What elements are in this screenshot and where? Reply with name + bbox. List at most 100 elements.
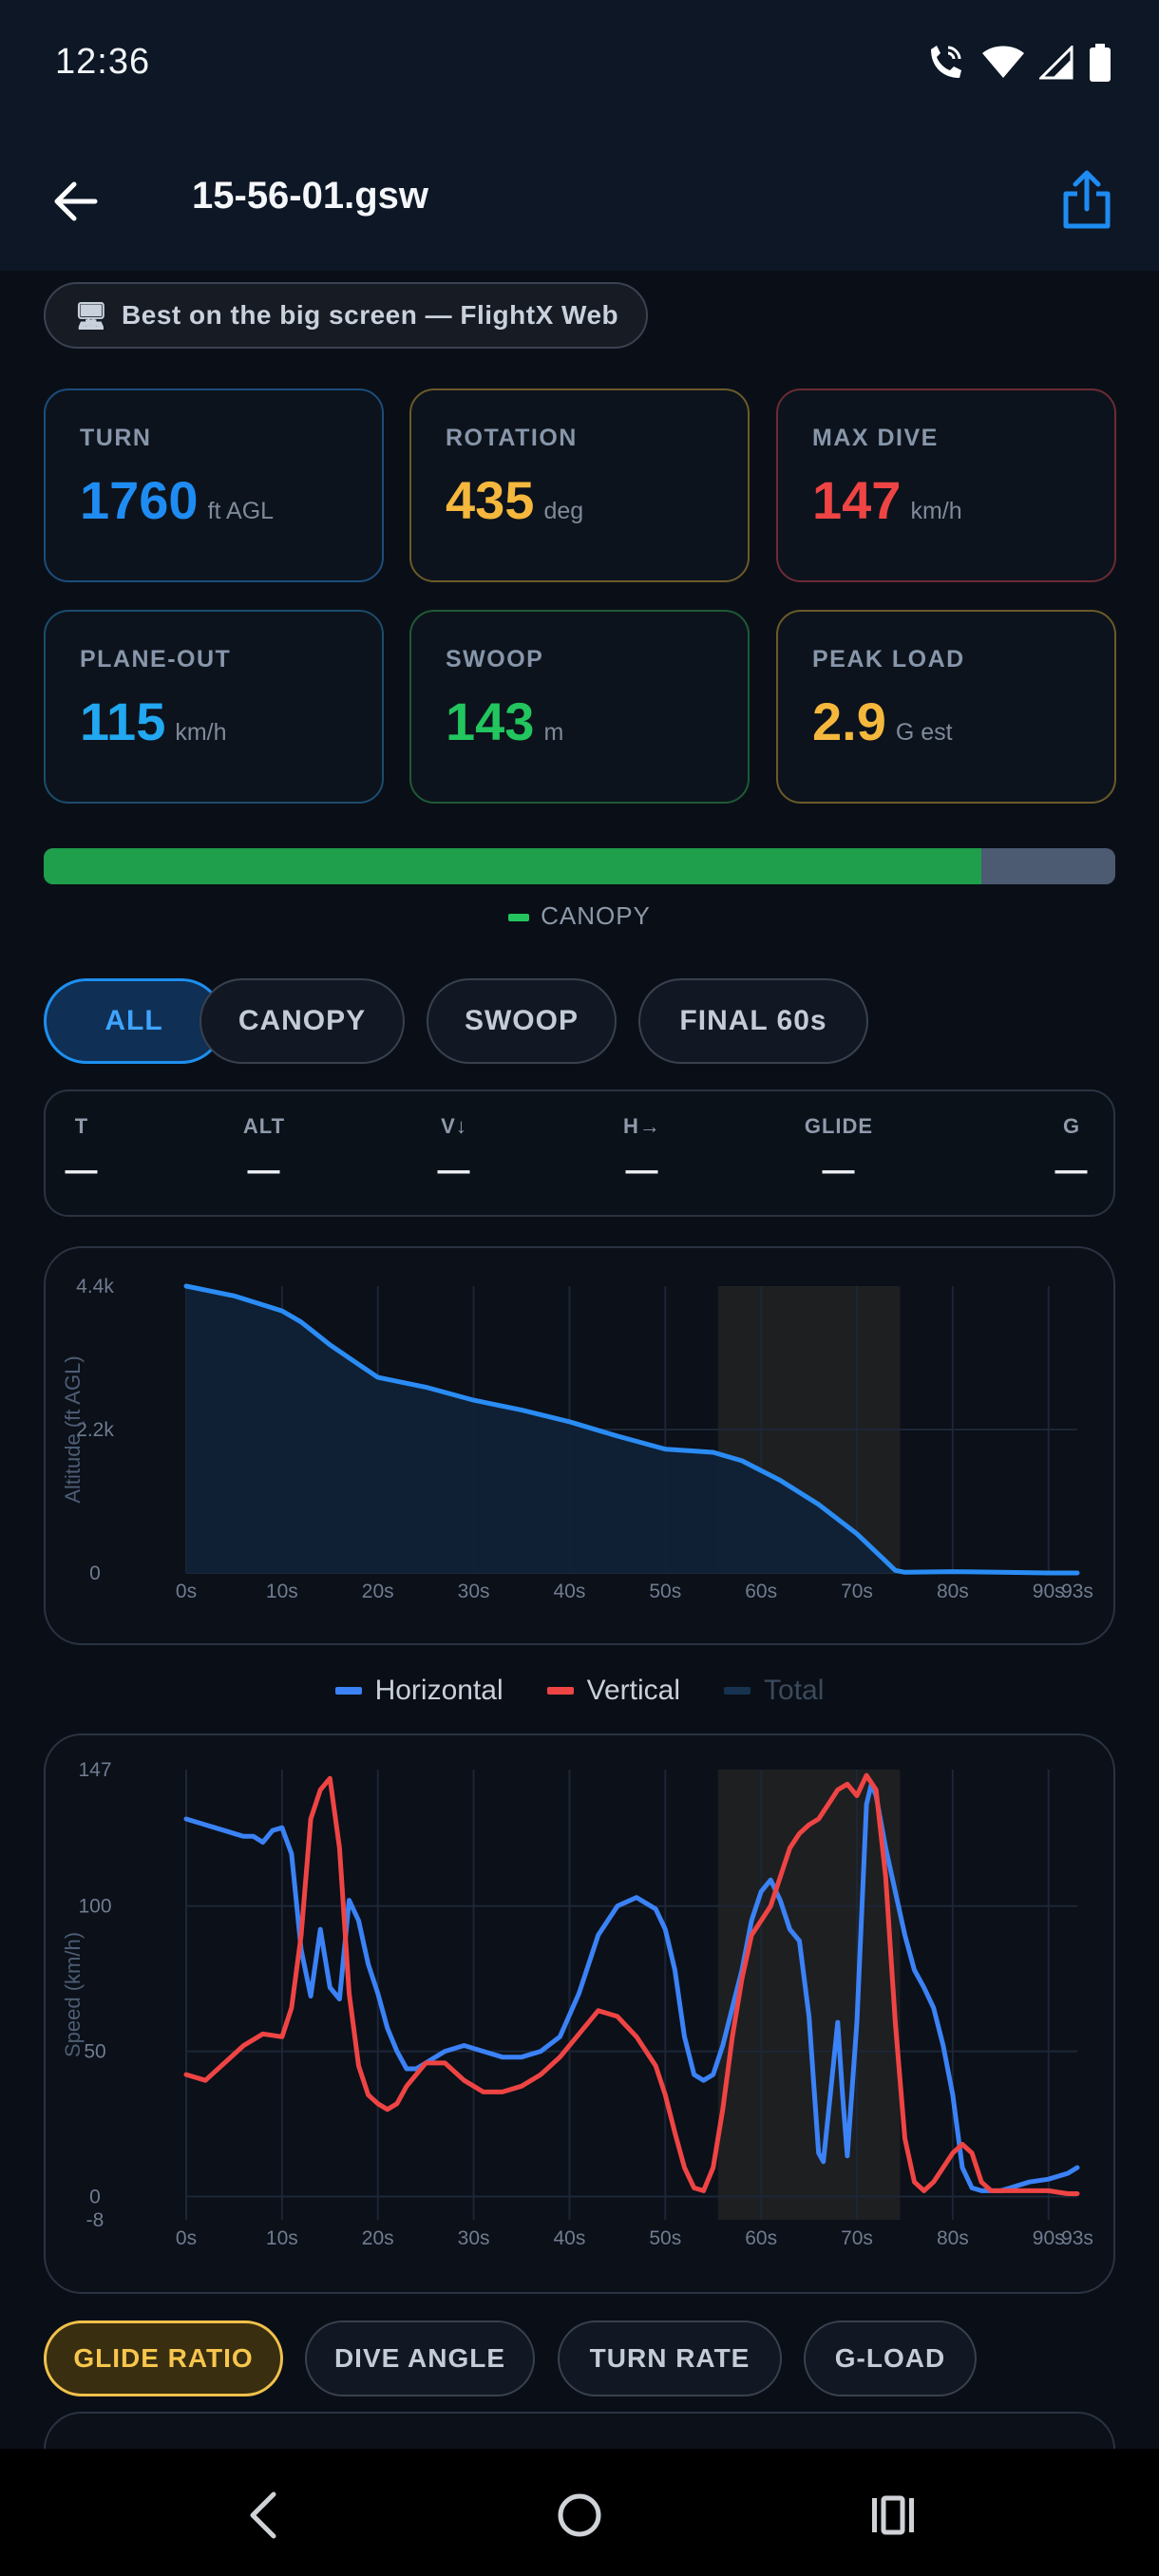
x-tick-label: 70s bbox=[841, 2227, 873, 2249]
y-axis-label: Altitude (ft AGL) bbox=[61, 1355, 85, 1503]
metric-chip-turn-rate[interactable]: TURN RATE bbox=[558, 2320, 782, 2396]
x-tick-label: 80s bbox=[937, 1581, 969, 1602]
stat-value: 143 bbox=[446, 691, 535, 751]
altitude-chart-panel: 0s 10s 20s 30s 40s 50s 60s 70s 80s 90s 93s 4.4k 2.2k… bbox=[44, 1246, 1115, 1645]
metric-chart-panel bbox=[44, 2412, 1115, 2449]
vertical-series-line bbox=[183, 1772, 1080, 2196]
phase-legend-label: CANOPY bbox=[541, 901, 651, 930]
wifi-calling-icon bbox=[931, 46, 961, 78]
y-tick-label: 0 bbox=[89, 2187, 101, 2208]
cursor-readout: T — ALT — V↓ — H→ — GLIDE — G — bbox=[44, 1089, 1115, 1217]
arrow-left-icon[interactable] bbox=[46, 171, 106, 232]
altitude-area bbox=[186, 1286, 1077, 1573]
metric-chip-dive-angle[interactable]: DIVE ANGLE bbox=[305, 2320, 535, 2396]
y-tick-label: 4.4k bbox=[76, 1276, 114, 1297]
x-tick-label: 0s bbox=[176, 2227, 197, 2249]
x-tick-label: 30s bbox=[458, 1581, 490, 1602]
vertical-swatch bbox=[546, 1687, 574, 1695]
stat-card-turn: TURN 1760 ft AGL bbox=[44, 388, 384, 582]
stat-label: ROTATION bbox=[446, 425, 578, 451]
stat-unit: m bbox=[543, 719, 564, 746]
x-tick-label: 10s bbox=[266, 2227, 298, 2249]
battery-icon bbox=[1090, 44, 1111, 82]
legend-total[interactable]: Total bbox=[724, 1675, 824, 1707]
stat-unit: deg bbox=[543, 498, 584, 524]
stat-value: 115 bbox=[80, 691, 166, 751]
metric-chip-g-load[interactable]: G-LOAD bbox=[804, 2320, 977, 2396]
status-time: 12:36 bbox=[55, 42, 151, 82]
legend-horizontal[interactable]: Horizontal bbox=[334, 1675, 504, 1707]
horizontal-swatch bbox=[334, 1687, 362, 1695]
stat-unit: ft AGL bbox=[207, 498, 275, 524]
stat-value: 435 bbox=[446, 470, 535, 530]
horizontal-series-line bbox=[183, 1781, 1080, 2193]
stat-label: PLANE-OUT bbox=[80, 646, 232, 672]
x-tick-label: 50s bbox=[649, 1581, 681, 1602]
stat-label: SWOOP bbox=[446, 646, 544, 672]
legend-vertical[interactable]: Vertical bbox=[546, 1675, 681, 1707]
filter-chip-final-60s[interactable]: FINAL 60s bbox=[638, 978, 868, 1064]
monitor-icon: 🖥 bbox=[74, 300, 109, 331]
y-tick-label: 100 bbox=[78, 1896, 111, 1918]
legend-horizontal-label: Horizontal bbox=[374, 1675, 504, 1706]
system-nav-bar bbox=[0, 2449, 1159, 2576]
speed-chart-panel: 0s 10s 20s 30s 40s 50s 60s 70s 80s 90s 93s 147 100 50… bbox=[44, 1733, 1115, 2294]
x-tick-label: 50s bbox=[649, 2227, 681, 2249]
x-tick-label: 93s bbox=[1061, 2227, 1093, 2249]
content: 🖥 Best on the big screen — FlightX Web T… bbox=[0, 271, 1159, 2449]
x-tick-label: 30s bbox=[458, 2227, 490, 2249]
stat-value: 2.9 bbox=[812, 691, 886, 751]
x-tick-label: 70s bbox=[841, 1581, 873, 1602]
stat-label: PEAK LOAD bbox=[812, 646, 965, 672]
x-tick-label: 93s bbox=[1061, 1581, 1093, 1602]
stat-unit: km/h bbox=[910, 498, 962, 524]
x-tick-label: 40s bbox=[554, 2227, 586, 2249]
stat-card-max-dive: MAX DIVE 147 km/h bbox=[776, 388, 1116, 582]
x-tick-label: 10s bbox=[266, 1581, 298, 1602]
readout-horizontal: H→ — bbox=[623, 1114, 661, 1188]
stat-value: 147 bbox=[812, 470, 902, 530]
y-tick-label: 50 bbox=[84, 2041, 105, 2063]
speed-legend: Horizontal Vertical Total bbox=[0, 1675, 1159, 1707]
x-tick-label: 60s bbox=[745, 1581, 777, 1602]
nav-back-icon[interactable] bbox=[226, 2477, 302, 2553]
phase-progress-bar bbox=[44, 848, 1115, 884]
x-tick-label: 90s bbox=[1033, 2227, 1065, 2249]
flightx-web-pill[interactable]: 🖥 Best on the big screen — FlightX Web bbox=[44, 282, 648, 349]
nav-home-icon[interactable] bbox=[542, 2477, 618, 2553]
x-tick-label: 40s bbox=[554, 1581, 586, 1602]
metric-chip-glide-ratio[interactable]: GLIDE RATIO bbox=[44, 2320, 283, 2396]
stat-card-rotation: ROTATION 435 deg bbox=[409, 388, 750, 582]
legend-total-label: Total bbox=[764, 1675, 825, 1706]
filter-chip-all[interactable]: ALL bbox=[44, 978, 224, 1064]
x-tick-label: 90s bbox=[1033, 1581, 1065, 1602]
x-tick-label: 20s bbox=[362, 2227, 394, 2249]
legend-vertical-label: Vertical bbox=[586, 1675, 681, 1706]
signal-icon bbox=[1039, 46, 1074, 80]
x-tick-label: 20s bbox=[362, 1581, 394, 1602]
highlight-band bbox=[717, 1770, 901, 2220]
canopy-phase-fill bbox=[44, 848, 981, 884]
status-bar: 12:36 bbox=[0, 0, 1159, 133]
x-tick-label: 80s bbox=[937, 2227, 969, 2249]
filter-chip-swoop[interactable]: SWOOP bbox=[427, 978, 617, 1064]
canopy-swatch bbox=[508, 914, 530, 922]
y-axis-label: Speed (km/h) bbox=[61, 1932, 85, 2057]
stat-card-plane-out: PLANE-OUT 115 km/h bbox=[44, 610, 384, 804]
altitude-series-line bbox=[183, 1283, 1080, 1576]
filter-chip-canopy[interactable]: CANOPY bbox=[200, 978, 405, 1064]
y-tick-label: 0 bbox=[89, 1563, 101, 1584]
y-tick-label: 2.2k bbox=[76, 1419, 114, 1441]
y-tick-label: 147 bbox=[78, 1759, 111, 1781]
stat-label: TURN bbox=[80, 425, 152, 451]
readout-vertical: V↓ — bbox=[437, 1114, 471, 1188]
readout-glide: GLIDE — bbox=[804, 1114, 874, 1188]
stat-card-swoop: SWOOP 143 m bbox=[409, 610, 750, 804]
share-icon[interactable] bbox=[1053, 165, 1121, 234]
stat-card-peak-load: PEAK LOAD 2.9 G est bbox=[776, 610, 1116, 804]
nav-recents-icon[interactable] bbox=[855, 2477, 931, 2553]
stat-unit: G est bbox=[895, 719, 953, 746]
x-tick-label: 60s bbox=[745, 2227, 777, 2249]
